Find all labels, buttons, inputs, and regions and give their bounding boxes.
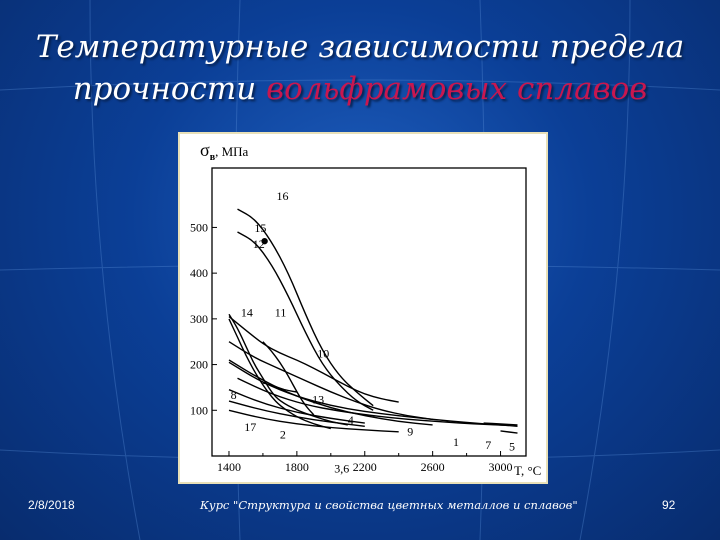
curve-label: 12 bbox=[253, 237, 265, 251]
y-tick-label: 500 bbox=[190, 220, 208, 234]
title-line-2: прочности вольфрамовых сплавов bbox=[20, 68, 700, 110]
series-line-12 bbox=[228, 316, 399, 403]
curve-label: 1 bbox=[453, 435, 459, 449]
title-line-2-plain: прочности bbox=[72, 71, 267, 107]
slide-title: Температурные зависимости предела прочно… bbox=[20, 26, 700, 110]
x-axis-label: T, °C bbox=[514, 463, 541, 478]
title-line-2-accent: вольфрамовых сплавов bbox=[266, 71, 648, 107]
curve-label: 7 bbox=[485, 438, 491, 452]
y-axis-symbol: σ bbox=[200, 140, 210, 160]
curve-label: 15 bbox=[254, 221, 266, 235]
curve-label: 9 bbox=[407, 424, 413, 438]
curve-label: 17 bbox=[244, 420, 256, 434]
curve-label: 16 bbox=[276, 189, 288, 203]
series-line-11 bbox=[262, 341, 315, 416]
curve-label: 5 bbox=[509, 440, 515, 454]
title-line-1: Температурные зависимости предела bbox=[35, 29, 685, 65]
x-tick-label: 1400 bbox=[217, 460, 241, 474]
curve-label: 11 bbox=[275, 306, 287, 320]
footer-course: Курс "Структура и свойства цветных метал… bbox=[200, 498, 578, 512]
series-line-15 bbox=[237, 231, 374, 411]
curve-label: 13 bbox=[312, 392, 324, 406]
curve-label: 14 bbox=[241, 306, 253, 320]
series-line-7 bbox=[483, 422, 518, 426]
curve-label: 8 bbox=[231, 388, 237, 402]
chart-panel: 1400 1800 2200 2600 3000 100 200 300 400 500 16 15… bbox=[178, 132, 548, 484]
y-axis-subscript: в bbox=[210, 152, 216, 163]
y-tick-label: 100 bbox=[190, 403, 208, 417]
series-layer bbox=[228, 208, 518, 434]
series-line-5 bbox=[500, 430, 518, 434]
curve-label: 10 bbox=[317, 347, 329, 361]
series-line-4 bbox=[228, 359, 433, 426]
series-line-2 bbox=[228, 400, 365, 427]
data-point-marker bbox=[261, 237, 268, 245]
y-axis-label: σв, МПа bbox=[200, 140, 249, 163]
x-tick-label: 1800 bbox=[285, 460, 309, 474]
curve-label: 4 bbox=[348, 413, 354, 427]
curve-label: 3,6 bbox=[334, 461, 349, 475]
y-axis-unit: , МПа bbox=[215, 144, 248, 159]
y-tick-label: 200 bbox=[190, 358, 208, 372]
plot-frame bbox=[211, 167, 527, 457]
y-tick-label: 300 bbox=[190, 312, 208, 326]
series-line-10 bbox=[228, 341, 433, 421]
series-line-16 bbox=[237, 208, 374, 407]
footer-page-number: 92 bbox=[662, 498, 676, 512]
footer-date: 2/8/2018 bbox=[28, 498, 75, 512]
chart-axes: 1400 1800 2200 2600 3000 100 200 300 400 500 bbox=[190, 167, 527, 474]
series-line-17 bbox=[228, 389, 365, 424]
x-tick-label: 2600 bbox=[421, 460, 445, 474]
x-tick-label: 2200 bbox=[353, 460, 377, 474]
x-tick-label: 3000 bbox=[489, 460, 513, 474]
series-line-1 bbox=[228, 361, 518, 427]
series-line-3-6 bbox=[228, 409, 399, 433]
y-tick-label: 400 bbox=[190, 266, 208, 280]
series-line-9 bbox=[237, 377, 510, 427]
curve-label: 2 bbox=[280, 428, 286, 442]
